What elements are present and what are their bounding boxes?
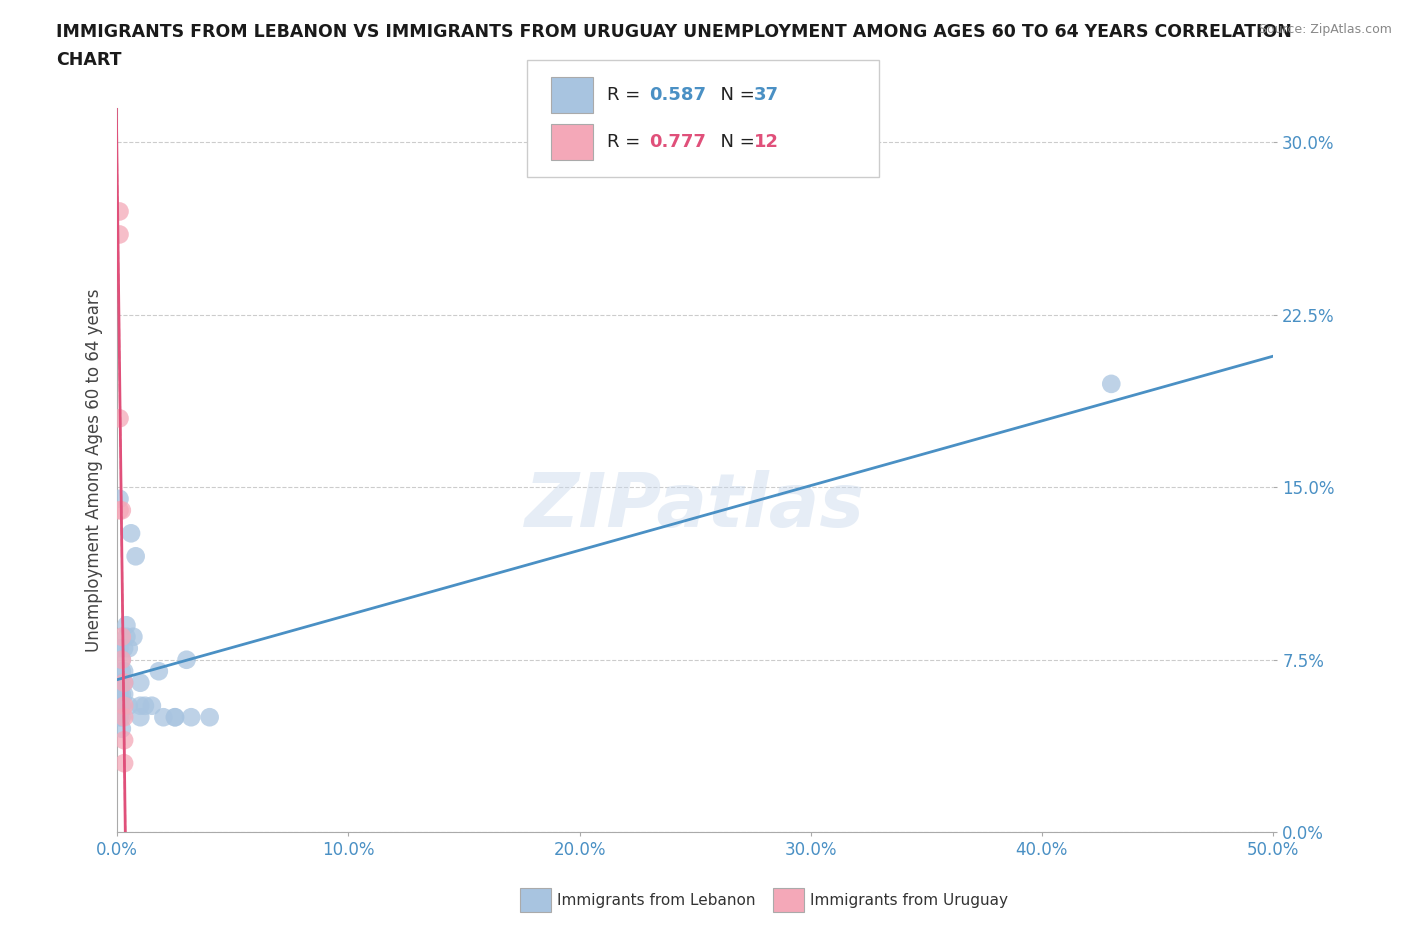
Point bbox=[112, 675, 135, 690]
Text: 12: 12 bbox=[754, 133, 779, 151]
Point bbox=[108, 503, 131, 518]
Point bbox=[108, 227, 131, 242]
Point bbox=[129, 710, 152, 724]
Point bbox=[129, 698, 152, 713]
Point bbox=[108, 491, 131, 506]
Text: Source: ZipAtlas.com: Source: ZipAtlas.com bbox=[1258, 23, 1392, 36]
Text: R =: R = bbox=[607, 133, 647, 151]
Text: R =: R = bbox=[607, 86, 647, 104]
Point bbox=[111, 630, 134, 644]
Point bbox=[118, 698, 141, 713]
Point bbox=[112, 686, 135, 701]
Point bbox=[118, 641, 141, 656]
Point bbox=[163, 710, 186, 724]
Point bbox=[111, 722, 134, 737]
Point bbox=[112, 641, 135, 656]
Text: 37: 37 bbox=[754, 86, 779, 104]
Point bbox=[112, 664, 135, 679]
Y-axis label: Unemployment Among Ages 60 to 64 years: Unemployment Among Ages 60 to 64 years bbox=[86, 288, 103, 652]
Point bbox=[111, 503, 134, 518]
Point bbox=[152, 710, 174, 724]
Point bbox=[111, 686, 134, 701]
Point bbox=[115, 630, 138, 644]
Point bbox=[176, 652, 198, 667]
Point bbox=[111, 710, 134, 724]
Point bbox=[112, 733, 135, 748]
Point bbox=[129, 675, 152, 690]
Point bbox=[115, 618, 138, 632]
Point bbox=[112, 698, 135, 713]
Point bbox=[122, 630, 145, 644]
Text: CHART: CHART bbox=[56, 51, 122, 69]
Point bbox=[141, 698, 163, 713]
Point bbox=[180, 710, 202, 724]
Text: IMMIGRANTS FROM LEBANON VS IMMIGRANTS FROM URUGUAY UNEMPLOYMENT AMONG AGES 60 TO: IMMIGRANTS FROM LEBANON VS IMMIGRANTS FR… bbox=[56, 23, 1292, 41]
Point bbox=[111, 698, 134, 713]
Point bbox=[112, 756, 135, 771]
Text: Immigrants from Uruguay: Immigrants from Uruguay bbox=[810, 893, 1008, 908]
Text: N =: N = bbox=[709, 133, 761, 151]
Point bbox=[111, 664, 134, 679]
Text: Immigrants from Lebanon: Immigrants from Lebanon bbox=[557, 893, 755, 908]
Text: ZIPatlas: ZIPatlas bbox=[526, 470, 865, 543]
Point bbox=[1099, 377, 1122, 392]
Point bbox=[120, 525, 142, 540]
Point bbox=[108, 686, 131, 701]
Point bbox=[108, 710, 131, 724]
Text: 0.587: 0.587 bbox=[650, 86, 707, 104]
Point bbox=[134, 698, 156, 713]
Point bbox=[111, 675, 134, 690]
Point bbox=[111, 652, 134, 667]
Point bbox=[148, 664, 170, 679]
Point bbox=[111, 652, 134, 667]
Point bbox=[198, 710, 221, 724]
Point bbox=[163, 710, 186, 724]
Point bbox=[108, 675, 131, 690]
Point bbox=[125, 549, 148, 564]
Point bbox=[112, 710, 135, 724]
Point bbox=[108, 698, 131, 713]
Text: N =: N = bbox=[709, 86, 761, 104]
Point bbox=[112, 675, 135, 690]
Point bbox=[108, 204, 131, 219]
Point bbox=[108, 641, 131, 656]
Text: 0.777: 0.777 bbox=[650, 133, 706, 151]
Point bbox=[108, 411, 131, 426]
